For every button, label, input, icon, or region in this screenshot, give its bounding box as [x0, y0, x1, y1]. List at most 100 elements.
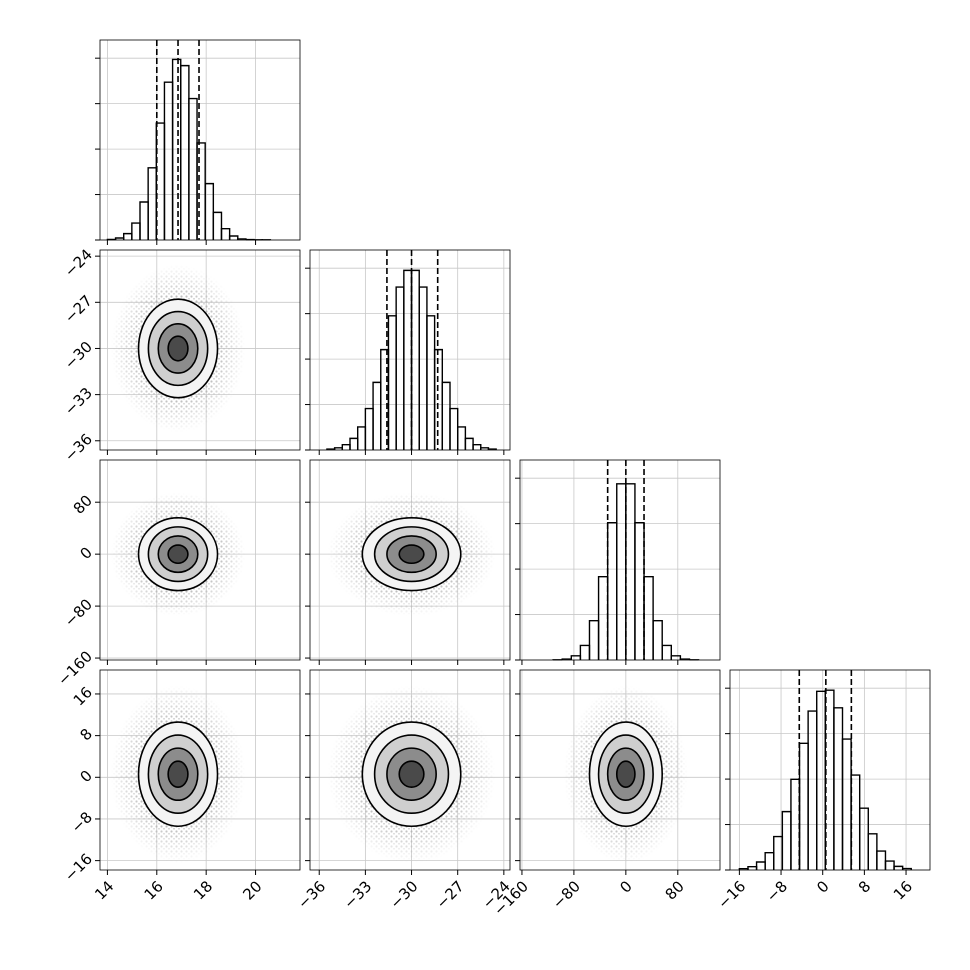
histogram-bin: [372, 381, 382, 450]
y-tick-label: −80: [61, 595, 96, 630]
histogram-bin: [798, 742, 809, 870]
histogram-bin: [180, 64, 190, 240]
histogram-bin: [643, 576, 654, 660]
histogram-bin: [670, 655, 682, 660]
histogram-bin: [410, 269, 420, 450]
histogram-bin: [487, 448, 497, 450]
contour: [398, 544, 425, 565]
histogram-bin: [131, 222, 141, 240]
histogram-bin: [403, 269, 413, 450]
x-tick-label: −16: [714, 877, 749, 912]
histogram-bin: [212, 211, 223, 240]
histogram-bin: [634, 522, 645, 660]
x-tick-label: 18: [190, 877, 216, 903]
x-tick-label: 20: [239, 877, 265, 903]
histogram-bin: [781, 810, 792, 870]
panel-frame: [99, 249, 301, 451]
histogram-bin: [893, 865, 904, 870]
histogram-bin: [341, 444, 351, 450]
panel-frame: [99, 459, 301, 661]
histogram-bin: [188, 97, 198, 240]
histogram-bin: [171, 58, 182, 240]
histogram-bin: [472, 444, 482, 450]
histogram-bin: [816, 690, 827, 870]
x-tick-label: 80: [662, 877, 688, 903]
x-tick-label: 8: [855, 877, 874, 896]
histogram-bin: [220, 228, 231, 240]
histogram-bin: [464, 437, 474, 450]
x-tick-label: −36: [294, 877, 329, 912]
y-tick-label: −24: [61, 245, 96, 280]
histogram-bin: [755, 861, 766, 870]
histogram-bin: [418, 286, 428, 450]
y-tick-label: 0: [77, 767, 96, 786]
x-tick-label: −30: [386, 877, 421, 912]
x-tick-label: −27: [433, 877, 468, 912]
y-tick-label: 8: [77, 725, 96, 744]
histogram-bin: [449, 407, 459, 450]
panel-frame: [309, 459, 511, 661]
histogram-bin: [364, 407, 374, 450]
contour: [167, 335, 189, 362]
x-tick-label: 16: [141, 877, 167, 903]
histogram-bin: [807, 710, 818, 870]
panel-frame: [99, 669, 301, 871]
panel-frame: [729, 669, 931, 871]
contour: [167, 760, 189, 788]
histogram-bin: [349, 437, 359, 450]
histogram-bin: [876, 850, 887, 870]
panel-frame: [309, 669, 511, 871]
x-tick-label: −80: [549, 877, 584, 912]
y-tick-label: −33: [61, 384, 96, 419]
histogram-bin: [616, 483, 627, 660]
histogram-bin: [867, 833, 878, 870]
y-tick-label: 80: [70, 491, 96, 517]
x-tick-label: 16: [890, 877, 916, 903]
histogram-bin: [652, 620, 663, 660]
histogram-bin: [579, 644, 591, 660]
histogram-bin: [123, 232, 133, 240]
y-tick-label: −36: [61, 430, 96, 465]
panel-frame: [99, 39, 301, 241]
y-tick-label: −160: [54, 647, 96, 689]
histogram-bin: [356, 426, 367, 450]
x-tick-label: −8: [763, 877, 791, 905]
y-tick-label: −27: [61, 292, 96, 327]
contour: [167, 544, 189, 565]
panel-frame: [519, 459, 721, 661]
y-tick-label: −16: [61, 850, 96, 885]
histogram-bin: [228, 235, 239, 240]
y-tick-label: 0: [77, 543, 96, 562]
histogram-bin: [884, 860, 895, 870]
histogram-bin: [764, 852, 775, 870]
contour: [615, 760, 636, 788]
panel-frame: [519, 669, 721, 871]
histogram-bin: [570, 655, 582, 660]
histogram-bin: [147, 167, 157, 240]
histogram-bin: [661, 644, 672, 660]
histogram-bin: [387, 315, 397, 450]
histogram-bin: [833, 707, 844, 870]
histogram-bin: [456, 426, 467, 450]
contour: [398, 760, 425, 788]
histogram-bin: [441, 381, 451, 450]
x-tick-label: −33: [340, 877, 375, 912]
histogram-bin: [597, 576, 609, 660]
histogram-bin: [850, 774, 861, 870]
histogram-bin: [625, 483, 636, 660]
histogram-bin: [139, 201, 149, 240]
histogram-bin: [901, 867, 912, 870]
histogram-bin: [606, 522, 618, 660]
panel-frame: [309, 249, 511, 451]
y-tick-label: −30: [61, 338, 96, 373]
histogram-bin: [426, 315, 436, 450]
x-tick-label: 0: [616, 877, 635, 896]
histogram-bin: [163, 81, 174, 240]
histogram-bin: [395, 286, 405, 450]
y-tick-label: 16: [70, 683, 96, 709]
histogram-bin: [747, 866, 758, 870]
histogram-bin: [841, 738, 852, 870]
y-tick-label: −8: [68, 808, 96, 836]
histogram-bin: [588, 620, 600, 660]
